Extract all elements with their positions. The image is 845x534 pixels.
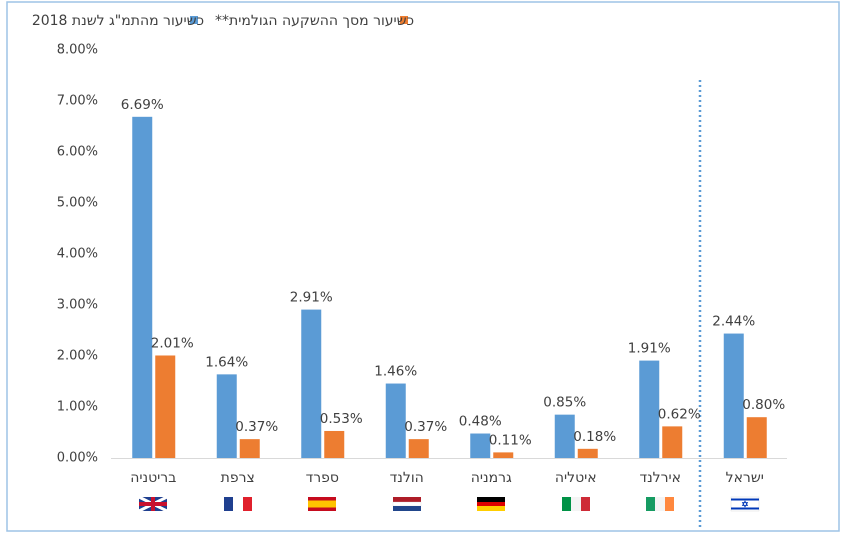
- y-tick-label: 7.00%: [57, 94, 98, 109]
- bar: [662, 426, 683, 458]
- bar: [385, 383, 406, 458]
- flag-italy: [562, 497, 590, 511]
- bar: [577, 448, 598, 458]
- y-tick-label: 8.00%: [57, 43, 98, 58]
- value-label: 0.11%: [489, 432, 532, 448]
- y-tick-label: 5.00%: [57, 196, 98, 211]
- value-label: 0.80%: [742, 397, 785, 413]
- value-label: 0.85%: [543, 395, 586, 411]
- bar: [723, 333, 744, 458]
- legend-swatch: [190, 16, 198, 24]
- x-tick-label: ספרד: [306, 470, 339, 486]
- bar: [132, 116, 153, 458]
- flag-ireland: [646, 497, 674, 511]
- x-tick-label: בריטניה: [130, 470, 176, 486]
- flag-germany: [477, 497, 505, 511]
- legend-label: כשיעור מסך ההשקעה הגולמית**: [215, 13, 414, 29]
- x-tick-label: אירלנד: [639, 470, 681, 486]
- value-label: 2.01%: [151, 335, 194, 351]
- flag-israel: [730, 496, 760, 512]
- bar: [216, 374, 237, 458]
- value-label: 0.62%: [658, 406, 701, 422]
- x-tick-label: גרמניה: [471, 470, 512, 486]
- flag-spain: [308, 497, 336, 511]
- flag-netherlands: [392, 497, 422, 511]
- value-label: 0.37%: [404, 419, 447, 435]
- bar: [408, 439, 429, 458]
- bar: [639, 360, 660, 458]
- bar: [324, 430, 345, 458]
- bar: [554, 414, 575, 458]
- x-tick-label: איטליה: [555, 470, 597, 486]
- y-tick-label: 3.00%: [57, 298, 98, 313]
- y-tick-label: 1.00%: [57, 400, 98, 415]
- value-label: 0.53%: [320, 411, 363, 427]
- bar: [470, 433, 491, 458]
- value-label: 1.64%: [205, 354, 248, 370]
- bar: [155, 355, 176, 458]
- y-tick-label: 2.00%: [57, 349, 98, 364]
- flag-france: [224, 497, 252, 511]
- value-label: 0.48%: [459, 414, 502, 430]
- x-tick-label: ישראל: [726, 470, 764, 486]
- value-label: 1.91%: [628, 341, 671, 357]
- bar: [493, 452, 514, 458]
- flags: [138, 495, 760, 513]
- y-tick-label: 4.00%: [57, 247, 98, 262]
- value-label: 2.44%: [712, 314, 755, 330]
- x-tick-label: צרפת: [221, 470, 255, 486]
- x-tick-label: הולנד: [390, 470, 424, 486]
- bar: [239, 439, 260, 458]
- legend-label: כשיעור מהתמ"ג לשנת 2018: [32, 13, 204, 29]
- value-label: 2.91%: [290, 290, 333, 306]
- value-label: 0.18%: [573, 429, 616, 445]
- value-label: 0.37%: [235, 419, 278, 435]
- flag-uk: [138, 495, 168, 513]
- bar: [301, 309, 322, 458]
- legend-swatch: [400, 16, 408, 24]
- y-tick-label: 6.00%: [57, 145, 98, 160]
- value-label: 6.69%: [121, 97, 164, 113]
- bar: [746, 417, 767, 458]
- y-tick-label: 0.00%: [57, 451, 98, 466]
- value-label: 1.46%: [374, 364, 417, 380]
